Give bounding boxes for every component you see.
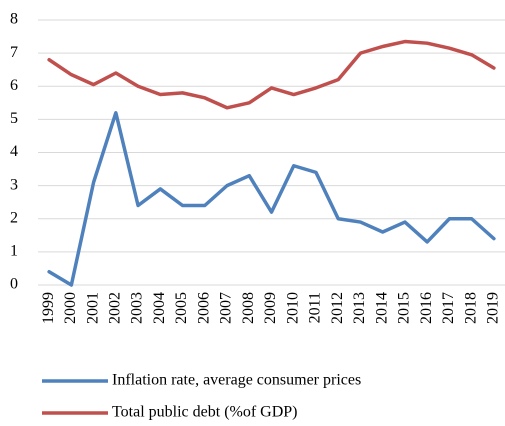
x-tick-label: 2001 — [84, 292, 101, 324]
x-tick-label: 2012 — [329, 292, 346, 324]
x-tick-label: 2003 — [129, 292, 146, 324]
x-tick-label: 2005 — [173, 292, 190, 324]
y-tick-label: 2 — [10, 209, 18, 226]
y-tick-label: 5 — [10, 110, 18, 127]
x-tick-label: 2013 — [351, 292, 368, 324]
x-tick-label: 2007 — [218, 292, 235, 324]
x-tick-label: 2017 — [440, 292, 457, 324]
y-tick-label: 4 — [10, 143, 18, 160]
x-tick-label: 2011 — [307, 292, 324, 323]
x-tick-label: 2006 — [195, 292, 212, 324]
y-tick-label: 0 — [10, 276, 18, 293]
x-tick-label: 2016 — [418, 292, 435, 324]
x-tick-label: 2019 — [485, 292, 502, 324]
y-tick-label: 1 — [10, 243, 18, 260]
y-tick-label: 3 — [10, 176, 18, 193]
x-tick-label: 2015 — [396, 292, 413, 324]
x-tick-label: 2014 — [373, 292, 390, 324]
x-tick-label: 2010 — [284, 292, 301, 324]
x-tick-label: 2009 — [262, 292, 279, 324]
legend-label: Inflation rate, average consumer prices — [112, 372, 361, 389]
x-tick-label: 1999 — [40, 292, 57, 324]
x-tick-label: 2018 — [462, 292, 479, 324]
y-tick-label: 6 — [10, 77, 18, 94]
series-line — [47, 111, 496, 287]
y-tick-label: 7 — [10, 44, 18, 61]
x-tick-label: 2004 — [151, 292, 168, 324]
legend-label: Total public debt (%of GDP) — [112, 404, 298, 421]
x-tick-label: 2000 — [62, 292, 79, 324]
x-tick-label: 2008 — [240, 292, 257, 324]
y-tick-label: 8 — [10, 11, 18, 28]
series-line — [47, 39, 496, 110]
x-tick-label: 2002 — [107, 292, 124, 324]
